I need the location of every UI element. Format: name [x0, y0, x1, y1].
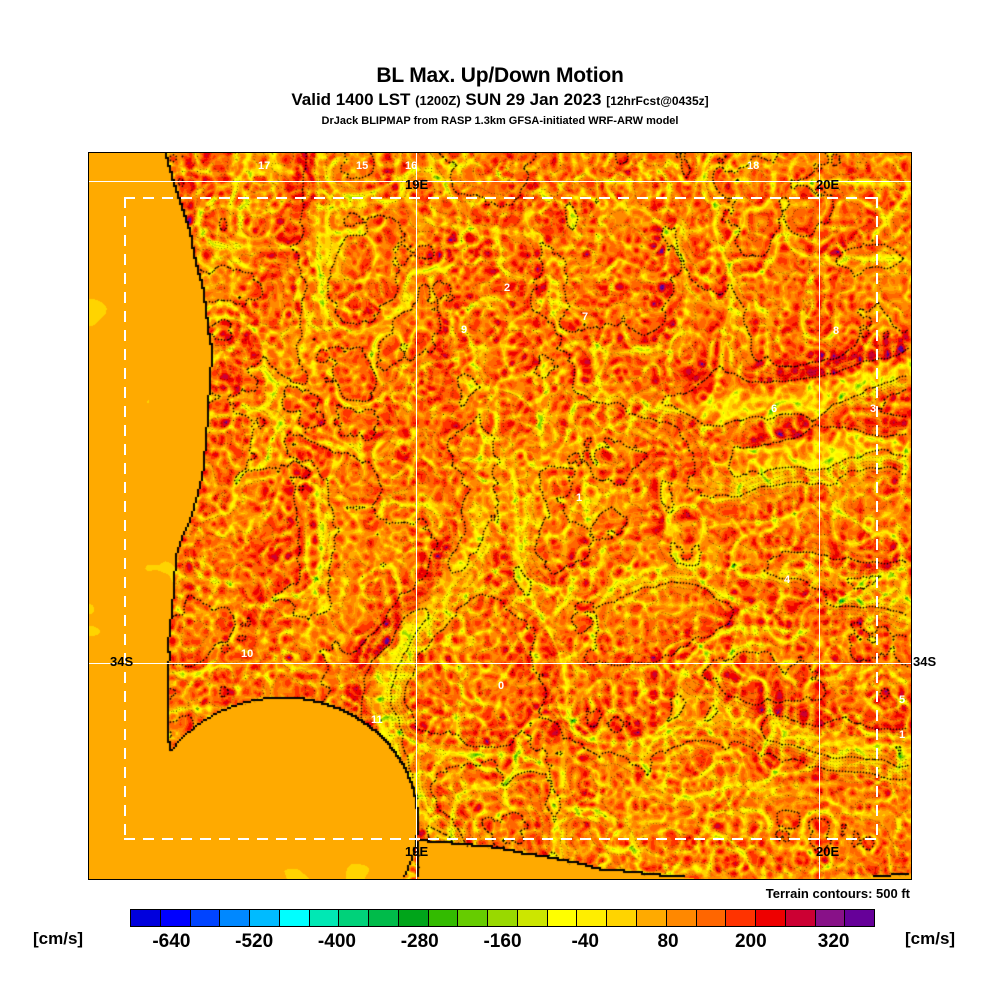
domain-box-bottom: [124, 838, 876, 840]
graticule-line-lat: [89, 181, 911, 182]
map-waypoint-label: 1: [899, 729, 906, 741]
colorbar-swatch: [220, 910, 251, 926]
colorbar-unit-right: [cm/s]: [905, 929, 956, 948]
colorbar-swatches: [130, 909, 875, 927]
lon-label: 20E: [816, 177, 840, 192]
colorbar-tick-label: -400: [317, 931, 356, 952]
map-waypoint-label: 17: [258, 160, 271, 172]
colorbar-tick-label: -40: [571, 931, 599, 952]
colorbar-swatch: [607, 910, 638, 926]
colorbar-swatch: [756, 910, 786, 926]
map-waypoint-label: 2: [504, 282, 511, 294]
colorbar-tick-label: 200: [734, 931, 767, 952]
map-waypoint-label: 5: [899, 694, 906, 706]
field-heatmap: [89, 153, 911, 879]
map-waypoint-label: 3: [870, 403, 877, 415]
page-title: BL Max. Up/Down Motion: [376, 64, 624, 87]
colorbar-swatch: [517, 910, 548, 926]
title-block: BL Max. Up/Down Motion Valid 1400 LST (1…: [0, 64, 1000, 129]
colorbar-swatch: [696, 910, 727, 926]
model-source-line: DrJack BLIPMAP from RASP 1.3km GFSA-init…: [321, 115, 679, 127]
forecast-tag: [12hrFcst@0435z]: [606, 94, 709, 108]
colorbar: [cm/s] -640 -520 -400 -280 -160 -40 80 200 320 […: [0, 905, 1000, 965]
map-waypoint-label: 1: [576, 492, 583, 504]
colorbar-swatch: [637, 910, 667, 926]
colorbar-swatch: [398, 910, 429, 926]
colorbar-swatch: [279, 910, 310, 926]
colorbar-tick-label: -160: [483, 931, 522, 952]
colorbar-swatch: [785, 910, 816, 926]
colorbar-tick-label: -640: [152, 931, 191, 952]
map-waypoint-label: 7: [582, 311, 589, 323]
map-waypoint-label: 0: [498, 680, 505, 692]
colorbar-swatch: [845, 910, 875, 926]
map-waypoint-label: 15: [356, 160, 369, 172]
map-waypoint-label: 9: [461, 324, 468, 336]
domain-box-left: [124, 197, 126, 838]
colorbar-swatch: [190, 910, 221, 926]
graticule-line-lon: [819, 153, 820, 879]
valid-time-line: Valid 1400 LST (1200Z) SUN 29 Jan 2023 […: [0, 89, 1000, 112]
lon-label: 19E: [405, 177, 429, 192]
domain-box-top: [124, 197, 876, 199]
colorbar-swatch: [488, 910, 518, 926]
map-waypoint-label: 16: [405, 160, 418, 172]
colorbar-swatch: [726, 910, 757, 926]
colorbar-swatch: [309, 910, 340, 926]
colorbar-swatch: [458, 910, 489, 926]
valid-date: SUN 29 Jan 2023: [460, 90, 607, 109]
lon-label: 20E: [816, 844, 840, 859]
map-waypoint-label: 10: [241, 648, 254, 660]
valid-time-utc: (1200Z): [415, 93, 461, 108]
map-waypoint-label: 18: [747, 160, 760, 172]
colorbar-swatch: [339, 910, 370, 926]
domain-box-right: [876, 197, 878, 838]
colorbar-swatch: [428, 910, 459, 926]
valid-time-prefix: Valid 1400 LST: [291, 90, 416, 109]
colorbar-swatch: [131, 910, 161, 926]
graticule-line-lon: [416, 153, 417, 879]
graticule-line-lat: [89, 663, 911, 664]
colorbar-swatch: [666, 910, 697, 926]
lat-label-left: 34S: [110, 654, 134, 669]
map-waypoint-label: 6: [771, 403, 778, 415]
colorbar-tick-label: -520: [235, 931, 274, 952]
lon-label: 19E: [405, 844, 429, 859]
colorbar-tick-label: 80: [657, 931, 679, 952]
colorbar-tick-label: 320: [817, 931, 850, 952]
colorbar-swatch: [577, 910, 608, 926]
terrain-contour-note: Terrain contours: 500 ft: [765, 886, 910, 901]
lat-label-right: 34S: [913, 654, 937, 669]
colorbar-swatch: [369, 910, 399, 926]
colorbar-tick-label: -280: [400, 931, 439, 952]
colorbar-swatch: [547, 910, 578, 926]
colorbar-swatch: [160, 910, 191, 926]
colorbar-swatch: [815, 910, 846, 926]
map-waypoint-label: 11: [371, 714, 383, 726]
map-waypoint-label: 4: [784, 574, 791, 586]
map-panel[interactable]: 17 15 16 18 9 8 2 7 6 3 1 4 10 0 11 5 1 19E 20E 19E 20E: [88, 152, 912, 880]
map-waypoint-label: 8: [833, 325, 840, 337]
colorbar-unit-left: [cm/s]: [33, 929, 84, 948]
colorbar-swatch: [250, 910, 280, 926]
